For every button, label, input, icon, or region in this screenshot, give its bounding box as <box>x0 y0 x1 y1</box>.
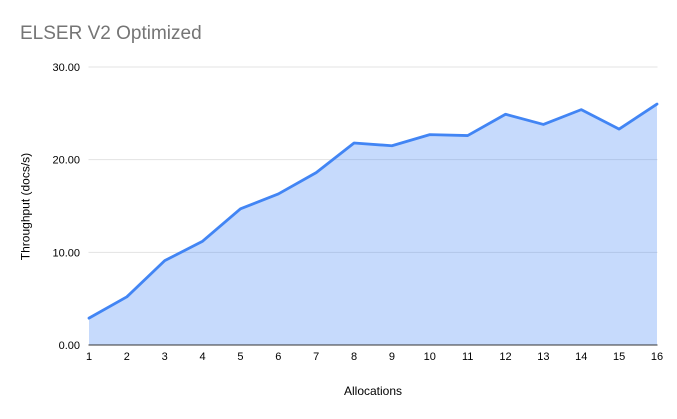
x-tick-label: 1 <box>86 351 92 363</box>
x-tick-label: 11 <box>462 351 473 363</box>
y-tick-label: 20.00 <box>52 155 80 167</box>
y-tick-label: 30.00 <box>52 62 80 74</box>
area-series-fill <box>89 104 657 345</box>
chart-title: ELSER V2 Optimized <box>20 23 202 44</box>
y-tick-label: 10.00 <box>52 247 80 259</box>
x-tick-label: 16 <box>651 351 663 363</box>
x-tick-label: 12 <box>499 351 511 363</box>
x-tick-label: 15 <box>613 351 625 363</box>
x-tick-label: 13 <box>537 351 549 363</box>
x-tick-label: 8 <box>351 351 357 363</box>
x-axis-title: Allocations <box>343 384 403 398</box>
x-tick-label: 6 <box>275 351 281 363</box>
x-tick-label: 5 <box>237 351 243 363</box>
area-series-line <box>87 102 659 320</box>
x-tick-label: 2 <box>124 351 130 363</box>
y-tick-label: 0.00 <box>59 340 80 352</box>
x-tick-label: 14 <box>575 351 587 363</box>
x-tick-label: 4 <box>200 351 206 363</box>
x-tick-label: 10 <box>424 351 436 363</box>
x-tick-label: 3 <box>162 351 168 363</box>
x-tick-label: 7 <box>313 351 319 363</box>
x-tick-label: 9 <box>389 351 395 363</box>
